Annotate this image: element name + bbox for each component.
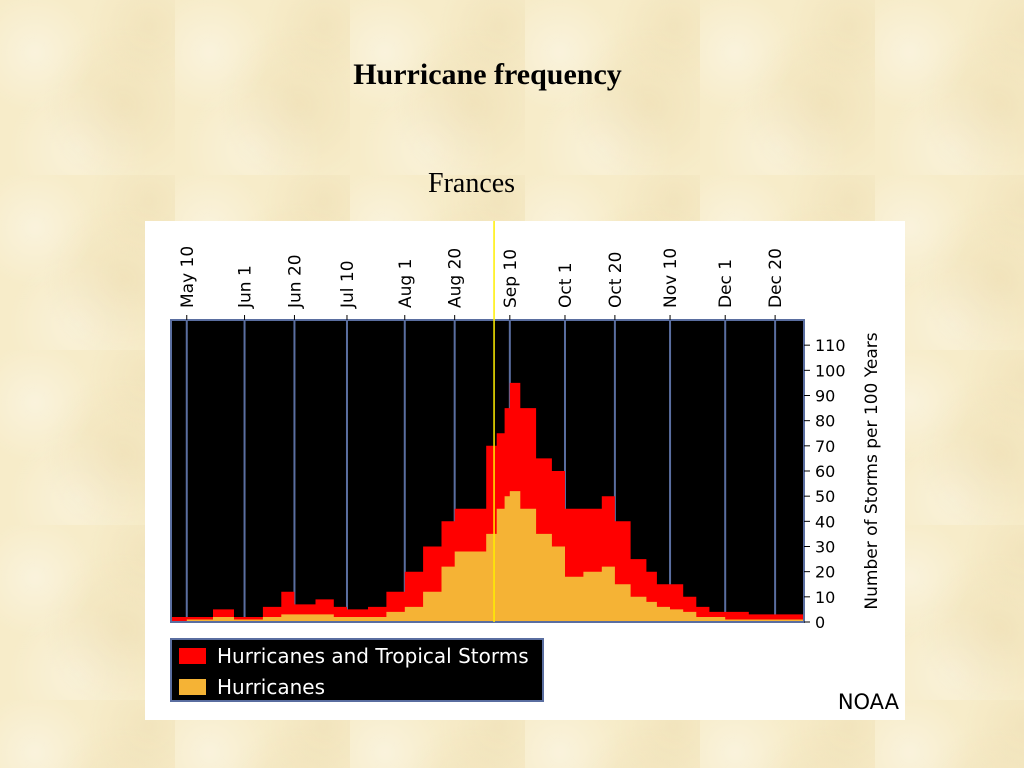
x-tick-label: Dec 20 [766, 248, 786, 308]
y-tick-label: 40 [815, 512, 835, 531]
x-tick-label: May 10 [178, 246, 198, 308]
x-tick-label: Aug 20 [446, 248, 466, 308]
x-tick-label: Jun 20 [285, 254, 305, 309]
y-tick-label: 90 [815, 387, 835, 406]
y-tick-label: 70 [815, 437, 835, 456]
y-tick-label: 60 [815, 462, 835, 481]
chart-panel: May 10 Jun 1 Jun 20 Jul 10 Aug 1 Aug 20 Sep 10… [145, 221, 905, 720]
x-tick-label: Oct 20 [606, 252, 626, 308]
y-tick-label: 10 [815, 588, 835, 607]
source-label: NOAA [838, 690, 900, 714]
y-tick-label: 20 [815, 563, 835, 582]
y-tick-label: 80 [815, 412, 835, 431]
x-tick-label: Jul 10 [338, 260, 358, 309]
slide-title: Hurricane frequency [353, 58, 622, 91]
y-tick-label: 50 [815, 487, 835, 506]
legend-swatch [179, 648, 206, 664]
legend-swatch [179, 679, 206, 695]
y-tick-label: 110 [815, 336, 846, 355]
y-axis-title: Number of Storms per 100 Years [862, 332, 882, 609]
series-hurricanes-and-tropical-storms-area [171, 382, 804, 622]
y-tick-label: 30 [815, 538, 835, 557]
x-tick-label: Aug 1 [396, 259, 416, 308]
hurricane-frequency-chart: May 10 Jun 1 Jun 20 Jul 10 Aug 1 Aug 20 Sep 10… [170, 221, 900, 714]
series-hurricanes-area [171, 491, 804, 622]
legend-label: Hurricanes [217, 675, 325, 699]
y-tick-label: 100 [815, 361, 846, 380]
legend-box [170, 638, 544, 702]
y-tick-label: 0 [815, 613, 825, 632]
frances-annotation-label: Frances [428, 168, 516, 199]
x-tick-label: Sep 10 [501, 249, 521, 308]
x-tick-label: Nov 10 [661, 248, 681, 308]
legend-label: Hurricanes and Tropical Storms [217, 644, 529, 668]
x-tick-label: Dec 1 [716, 259, 736, 308]
x-tick-label: Oct 1 [556, 262, 576, 308]
x-tick-label: Jun 1 [236, 265, 256, 309]
